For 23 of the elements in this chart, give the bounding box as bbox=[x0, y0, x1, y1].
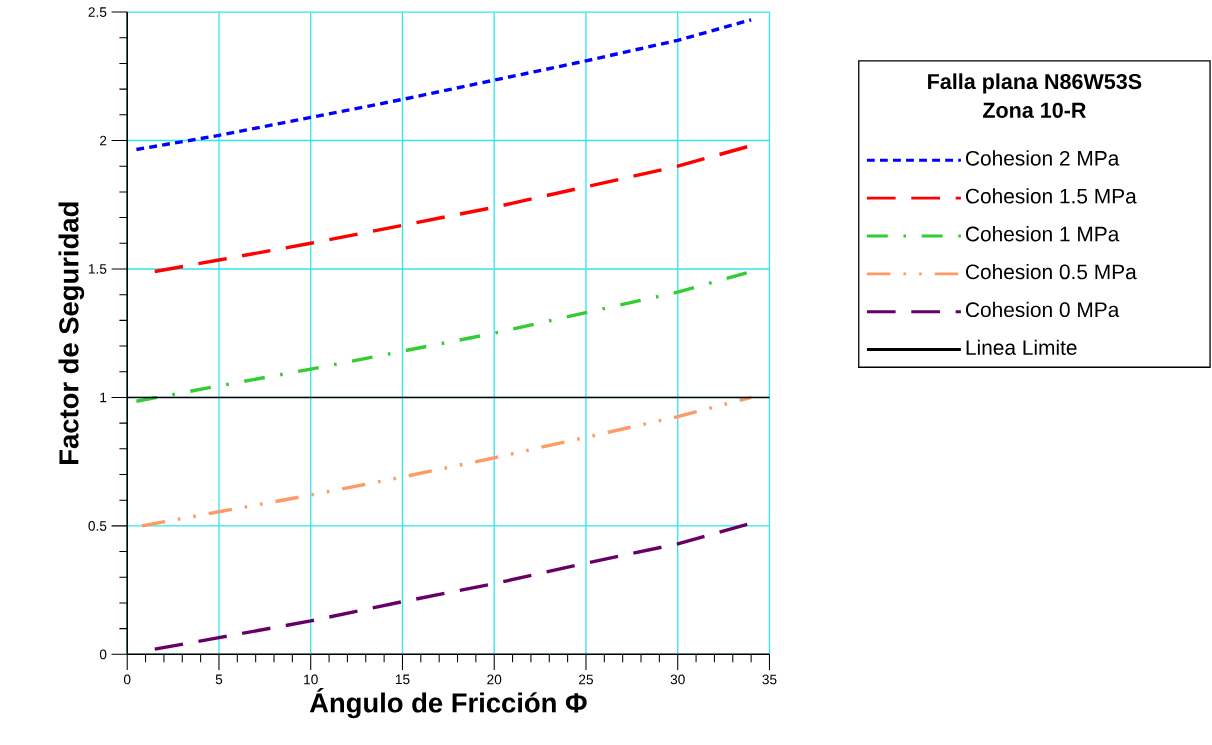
y-tick-label: 2 bbox=[100, 135, 107, 146]
y-tick-label: 1 bbox=[100, 392, 107, 402]
legend-label: Cohesion 1.5 MPa bbox=[966, 188, 1137, 204]
y-axis-title: Factor de Seguridad bbox=[58, 202, 85, 464]
x-tick-label: 30 bbox=[670, 674, 685, 685]
legend-title: Falla plana N86W53S Zona 10-R bbox=[928, 73, 1142, 118]
legend-label: Cohesion 0 MPa bbox=[966, 301, 1120, 317]
x-tick-label: 15 bbox=[395, 674, 410, 684]
x-tick-label: 35 bbox=[762, 674, 777, 685]
legend-label: Cohesion 1 MPa bbox=[966, 225, 1120, 242]
legend-label: Linea Limite bbox=[966, 339, 1077, 355]
y-tick-label: 2.5 bbox=[88, 7, 107, 17]
y-tick-label: 0.5 bbox=[88, 520, 107, 531]
x-tick-label: 20 bbox=[487, 674, 502, 685]
y-tick-label: 1.5 bbox=[88, 264, 107, 274]
x-tick-label: 10 bbox=[304, 674, 318, 685]
x-tick-label: 5 bbox=[215, 674, 223, 684]
legend-label: Cohesion 2 MPa bbox=[966, 150, 1120, 166]
x-tick-label: 25 bbox=[579, 674, 594, 685]
x-tick-label: 0 bbox=[123, 674, 131, 685]
legend-label: Cohesion 0.5 MPa bbox=[966, 263, 1137, 280]
y-tick-label: 0 bbox=[99, 649, 107, 659]
x-axis-title: Ángulo de Fricción Φ bbox=[309, 687, 587, 718]
